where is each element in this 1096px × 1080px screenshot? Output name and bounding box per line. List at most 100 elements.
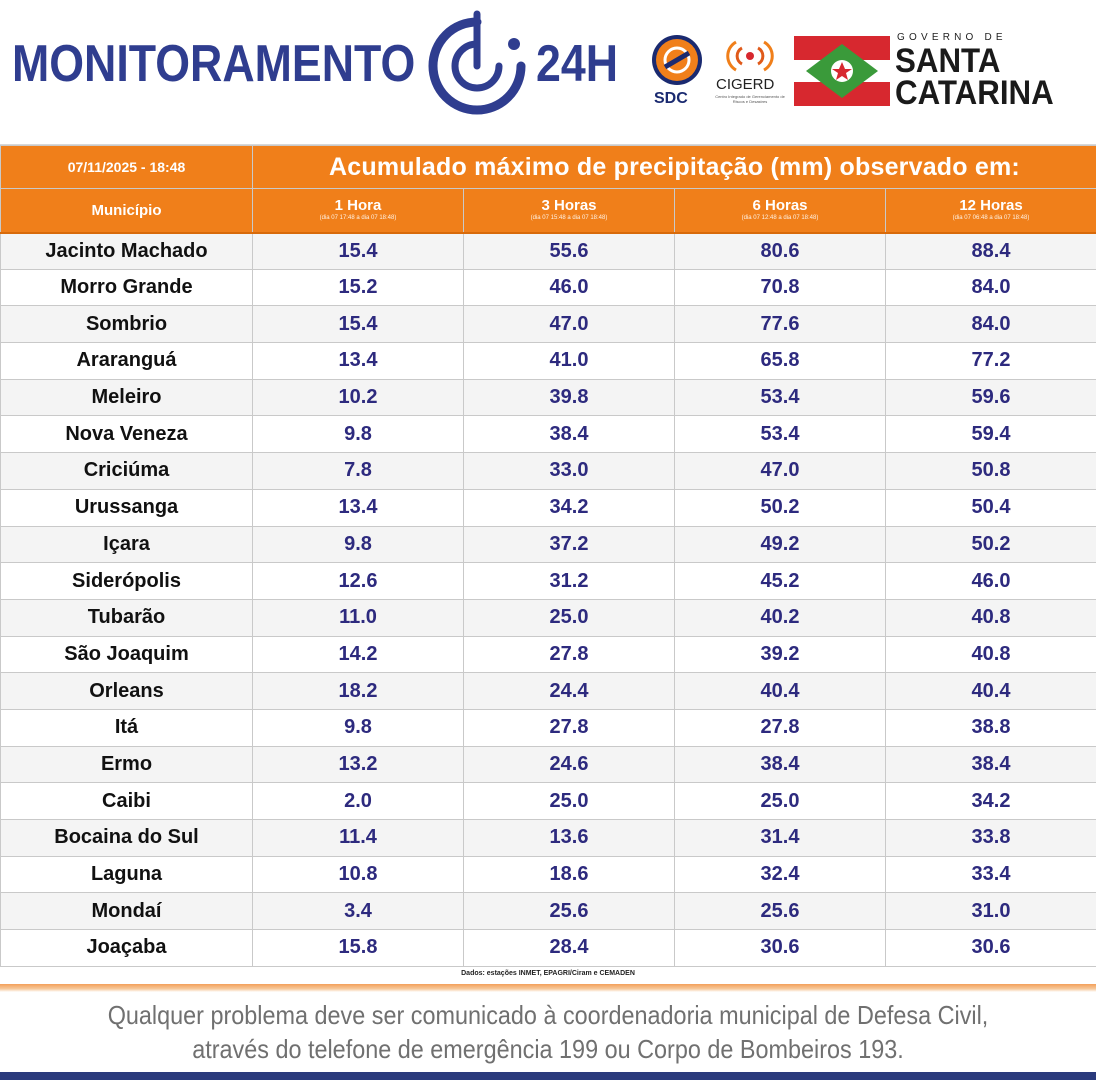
- precipitation-value-cell: 24.6: [463, 745, 675, 784]
- precipitation-value-cell: 84.0: [885, 268, 1096, 307]
- precipitation-value-cell: 33.4: [885, 855, 1096, 894]
- table-row: Mondaí 3.4 25.6 25.6 31.0: [0, 892, 1096, 931]
- precipitation-value-cell: 11.0: [252, 598, 464, 637]
- municipio-cell: Meleiro: [0, 378, 253, 417]
- precipitation-value-cell: 15.2: [252, 268, 464, 307]
- precipitation-value-cell: 13.2: [252, 745, 464, 784]
- precipitation-value-cell: 33.8: [885, 819, 1096, 857]
- municipio-cell: Jacinto Machado: [0, 232, 253, 270]
- table-row: Tubarão 11.0 25.0 40.2 40.8: [0, 598, 1096, 637]
- report-datetime: 07/11/2025 - 18:48: [0, 145, 253, 189]
- precipitation-value-cell: 65.8: [674, 342, 886, 380]
- precipitation-value-cell: 84.0: [885, 305, 1096, 344]
- table-title-row: 07/11/2025 - 18:48 Acumulado máximo de p…: [0, 145, 1096, 189]
- state-name-line2: CATARINA: [895, 74, 1054, 112]
- precipitation-value-cell: 15.4: [252, 305, 464, 344]
- divider-line: [0, 984, 1096, 992]
- table-row: Ermo 13.2 24.6 38.4 38.4: [0, 745, 1096, 784]
- municipio-cell: Criciúma: [0, 452, 253, 490]
- municipio-cell: Tubarão: [0, 598, 253, 637]
- column-label: 1 Hora: [334, 196, 382, 214]
- precipitation-value-cell: 47.0: [674, 452, 886, 490]
- precipitation-value-cell: 45.2: [674, 562, 886, 600]
- municipio-cell: Bocaina do Sul: [0, 819, 253, 857]
- table-row: Caibi 2.0 25.0 25.0 34.2: [0, 782, 1096, 820]
- precipitation-value-cell: 13.4: [252, 342, 464, 380]
- precipitation-value-cell: 25.0: [463, 598, 675, 637]
- precipitation-value-cell: 32.4: [674, 855, 886, 894]
- sdc-logo: [652, 35, 702, 85]
- precipitation-value-cell: 12.6: [252, 562, 464, 600]
- precipitation-value-cell: 31.2: [463, 562, 675, 600]
- table-row: Araranguá 13.4 41.0 65.8 77.2: [0, 342, 1096, 380]
- precipitation-value-cell: 24.4: [463, 672, 675, 710]
- santa-catarina-flag-icon: [794, 36, 890, 106]
- municipio-cell: Siderópolis: [0, 562, 253, 600]
- brand-title: MONITORAMENTO: [12, 35, 416, 93]
- column-header-1h: 1 Hora (dia 07 17:48 a dia 07 18:48): [252, 188, 464, 234]
- footer-notice: Qualquer problema deve ser comunicado à …: [55, 998, 1041, 1066]
- precipitation-value-cell: 2.0: [252, 782, 464, 820]
- table-row: Nova Veneza 9.8 38.4 53.4 59.4: [0, 415, 1096, 454]
- precipitation-value-cell: 13.6: [463, 819, 675, 857]
- data-source-note: Dados: estações INMET, EPAGRI/Ciram e CE…: [461, 970, 635, 977]
- column-range: (dia 07 12:48 a dia 07 18:48): [741, 214, 819, 221]
- municipio-cell: Joaçaba: [0, 929, 253, 967]
- precipitation-value-cell: 10.2: [252, 378, 464, 417]
- column-header-3h: 3 Horas (dia 07 15:48 a dia 07 18:48): [463, 188, 675, 234]
- table-row: Jacinto Machado 15.4 55.6 80.6 88.4: [0, 232, 1096, 270]
- precipitation-value-cell: 11.4: [252, 819, 464, 857]
- municipio-cell: Orleans: [0, 672, 253, 710]
- bottom-bar: [0, 1072, 1096, 1080]
- precipitation-value-cell: 10.8: [252, 855, 464, 894]
- table-row: Criciúma 7.8 33.0 47.0 50.8: [0, 452, 1096, 490]
- cigerd-logo: [726, 40, 774, 72]
- municipio-cell: Içara: [0, 525, 253, 564]
- precipitation-value-cell: 14.2: [252, 635, 464, 674]
- table-header-row: Município 1 Hora (dia 07 17:48 a dia 07 …: [0, 188, 1096, 234]
- precipitation-value-cell: 18.2: [252, 672, 464, 710]
- precipitation-value-cell: 47.0: [463, 305, 675, 344]
- precipitation-value-cell: 39.2: [674, 635, 886, 674]
- precipitation-value-cell: 9.8: [252, 415, 464, 454]
- table-row: Laguna 10.8 18.6 32.4 33.4: [0, 855, 1096, 894]
- municipio-cell: Urussanga: [0, 488, 253, 527]
- precipitation-value-cell: 27.8: [463, 635, 675, 674]
- table-row: Meleiro 10.2 39.8 53.4 59.6: [0, 378, 1096, 417]
- precipitation-value-cell: 55.6: [463, 232, 675, 270]
- column-header-12h: 12 Horas (dia 07 06:48 a dia 07 18:48): [885, 188, 1096, 234]
- municipio-cell: Caibi: [0, 782, 253, 820]
- column-range: (dia 07 17:48 a dia 07 18:48): [319, 214, 397, 221]
- municipio-cell: Araranguá: [0, 342, 253, 380]
- precipitation-value-cell: 30.6: [674, 929, 886, 967]
- state-name-line1: SANTA: [895, 42, 1001, 80]
- table-row: Itá 9.8 27.8 27.8 38.8: [0, 708, 1096, 747]
- municipio-cell: Nova Veneza: [0, 415, 253, 454]
- brand-24h: 24H: [536, 35, 619, 93]
- page-header: MONITORAMENTO 24H SDC CIGERD Centro Inte…: [0, 0, 1096, 145]
- footer-line-1: Qualquer problema deve ser comunicado à …: [107, 1000, 989, 1030]
- precipitation-value-cell: 40.2: [674, 598, 886, 637]
- table-row: Içara 9.8 37.2 49.2 50.2: [0, 525, 1096, 564]
- municipio-cell: Ermo: [0, 745, 253, 784]
- table-title: Acumulado máximo de precipitação (mm) ob…: [252, 145, 1096, 189]
- municipio-cell: Mondaí: [0, 892, 253, 931]
- precipitation-value-cell: 31.4: [674, 819, 886, 857]
- table-row: Urussanga 13.4 34.2 50.2 50.4: [0, 488, 1096, 527]
- precipitation-value-cell: 38.4: [885, 745, 1096, 784]
- municipio-cell: Laguna: [0, 855, 253, 894]
- precipitation-value-cell: 40.4: [674, 672, 886, 710]
- municipio-column-header: Município: [0, 188, 253, 234]
- precipitation-value-cell: 50.4: [885, 488, 1096, 527]
- precipitation-value-cell: 3.4: [252, 892, 464, 931]
- precipitation-value-cell: 7.8: [252, 452, 464, 490]
- precipitation-value-cell: 30.6: [885, 929, 1096, 967]
- column-label: 6 Horas: [752, 196, 808, 214]
- precipitation-value-cell: 37.2: [463, 525, 675, 564]
- precipitation-value-cell: 9.8: [252, 708, 464, 747]
- precipitation-value-cell: 33.0: [463, 452, 675, 490]
- precipitation-value-cell: 34.2: [885, 782, 1096, 820]
- column-range: (dia 07 15:48 a dia 07 18:48): [530, 214, 608, 221]
- precipitation-value-cell: 9.8: [252, 525, 464, 564]
- precipitation-value-cell: 38.4: [674, 745, 886, 784]
